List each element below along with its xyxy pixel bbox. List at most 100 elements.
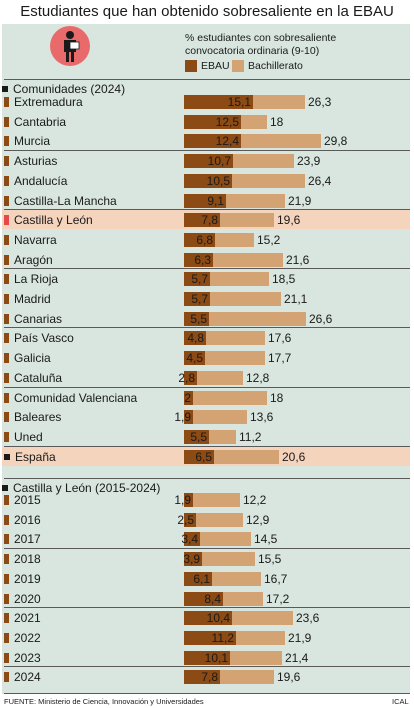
row-marker (4, 652, 9, 663)
row-marker (4, 135, 9, 146)
credit: ICAL (392, 697, 409, 706)
value-label-ebau: 5,7 (191, 272, 208, 286)
category-label-text: 2023 (14, 651, 41, 665)
bar-bachillerato (184, 532, 251, 546)
value-label-bachillerato: 18 (270, 115, 284, 129)
row-marker (4, 214, 9, 225)
row-marker (4, 254, 9, 265)
value-label-bachillerato: 17,6 (268, 331, 292, 345)
value-label-ebau: 7,8 (201, 670, 218, 684)
value-label-ebau: 3,4 (181, 532, 198, 546)
category-label: Murcia (4, 134, 50, 148)
category-label-text: Madrid (14, 292, 51, 306)
bar-ebau (184, 631, 236, 645)
value-label-bachillerato: 12,8 (246, 371, 270, 385)
category-label: Cantabria (4, 115, 66, 129)
category-label: Asturias (4, 154, 57, 168)
bar-ebau (184, 134, 241, 148)
value-label-ebau: 4,5 (186, 351, 203, 365)
category-label: Canarias (4, 312, 62, 326)
category-label: Madrid (4, 292, 51, 306)
value-label-bachillerato: 29,8 (324, 134, 348, 148)
value-label-ebau: 15,1 (227, 95, 251, 109)
value-label-ebau: 10,5 (206, 174, 230, 188)
group-separator (4, 387, 410, 388)
value-label-bachillerato: 14,5 (254, 532, 278, 546)
value-label-ebau: 2,5 (177, 513, 194, 527)
category-label: País Vasco (4, 331, 74, 345)
category-label: Andalucía (4, 174, 67, 188)
category-label: Comunidad Valenciana (4, 391, 137, 405)
row-marker (4, 392, 9, 403)
row-marker (4, 431, 9, 442)
row-marker (4, 573, 9, 584)
row-marker (4, 453, 10, 460)
category-label-text: 2022 (14, 631, 41, 645)
row-marker (4, 234, 9, 245)
value-label-bachillerato: 11,2 (239, 430, 262, 444)
value-label-bachillerato: 21,6 (286, 253, 310, 267)
value-label-ebau: 4,8 (187, 331, 204, 345)
category-label: 2017 (4, 532, 41, 546)
category-label-text: Andalucía (14, 174, 68, 188)
group-separator (4, 209, 410, 210)
value-label-ebau: 10,1 (204, 651, 228, 665)
value-label-ebau: 5,5 (190, 312, 207, 326)
row-marker (4, 175, 9, 186)
category-label-text: Castilla-La Mancha (14, 194, 117, 208)
value-label-ebau: 10,4 (206, 611, 230, 625)
value-label-ebau: 8,4 (204, 592, 221, 606)
category-label-text: Uned (14, 430, 43, 444)
value-label-ebau: 1,9 (174, 493, 191, 507)
category-label-text: 2016 (14, 513, 41, 527)
category-label-text: 2017 (14, 532, 41, 546)
category-label-text: Baleares (14, 410, 62, 424)
bar-bachillerato (184, 513, 243, 527)
row-marker (4, 411, 9, 422)
value-label-bachillerato: 17,2 (266, 592, 290, 606)
row-marker (4, 293, 9, 304)
value-label-bachillerato: 18,5 (272, 272, 296, 286)
value-label-bachillerato: 19,6 (277, 213, 301, 227)
row-marker (4, 313, 9, 324)
row-marker (4, 494, 9, 505)
value-label-bachillerato: 20,6 (282, 450, 306, 464)
bar-ebau (184, 213, 220, 227)
value-label-bachillerato: 19,6 (277, 670, 301, 684)
bar-ebau (184, 493, 193, 507)
category-label: Galicia (4, 351, 51, 365)
group-separator (4, 446, 410, 447)
category-label-text: Cantabria (14, 115, 67, 129)
student-holding-diploma-icon (50, 26, 90, 66)
category-label-text: País Vasco (14, 331, 74, 345)
bar-ebau (184, 552, 202, 566)
value-label-bachillerato: 23,9 (297, 154, 321, 168)
row-marker (4, 116, 9, 127)
group-separator (4, 150, 410, 151)
section-heading-text: Comunidades (2024) (13, 82, 126, 96)
category-label-text: 2015 (14, 493, 41, 507)
category-label-text: Galicia (14, 351, 51, 365)
section-separator (4, 79, 410, 80)
category-label: 2019 (4, 572, 41, 586)
value-label-bachillerato: 21,9 (288, 194, 312, 208)
category-label-text: 2018 (14, 552, 41, 566)
category-label-text: 2024 (14, 670, 41, 684)
category-label: Extremadura (4, 95, 83, 109)
row-marker (4, 352, 9, 363)
row-marker (4, 332, 9, 343)
row-marker (4, 372, 9, 383)
bar-ebau (184, 331, 206, 345)
bar-ebau (184, 272, 210, 286)
section-marker (2, 484, 8, 491)
value-label-ebau: 3,9 (183, 552, 200, 566)
row-marker (4, 533, 9, 544)
bar-bachillerato (184, 391, 267, 405)
category-label: 2023 (4, 651, 41, 665)
category-label-text: Aragón (14, 253, 53, 267)
category-label-text: Extremadura (14, 95, 83, 109)
category-label: Baleares (4, 410, 61, 424)
bar-ebau (184, 572, 212, 586)
footer-separator (4, 693, 410, 694)
bar-ebau (184, 651, 230, 665)
